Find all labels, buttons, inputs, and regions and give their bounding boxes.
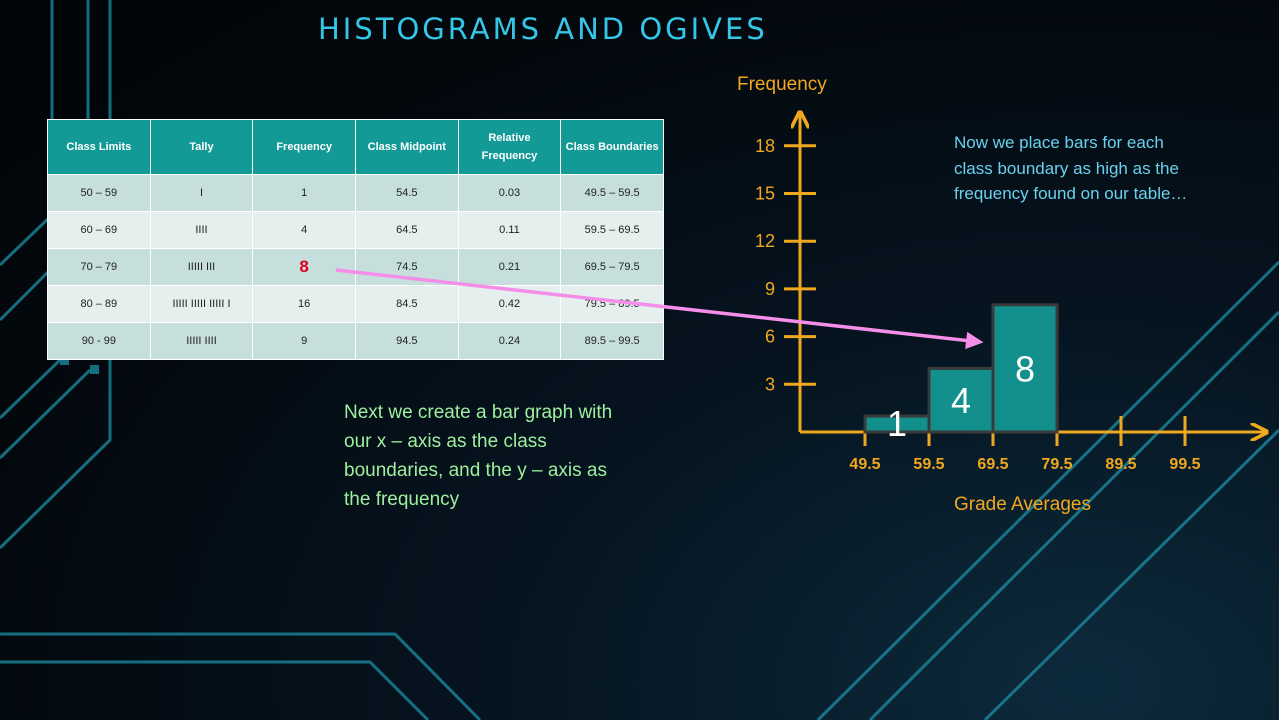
table-cell: 80 – 89 [47, 285, 151, 323]
table-cell: 70 – 79 [47, 248, 151, 286]
x-tick-label: 79.5 [1041, 456, 1072, 473]
table-cell: 4 [252, 211, 356, 249]
column-header: Frequency [252, 119, 356, 175]
column-header: Tally [149, 119, 254, 175]
table-cell: 50 – 59 [47, 174, 151, 212]
table-row: 70 – 79 IIIII III 8 74.5 0.21 69.5 – 79.… [47, 248, 664, 286]
table-row: 60 – 69 IIII 4 64.5 0.11 59.5 – 69.5 [47, 211, 664, 249]
table-cell: 89.5 – 99.5 [560, 322, 664, 360]
bar-value-label: 8 [1015, 348, 1035, 389]
x-tick-label: 69.5 [977, 456, 1008, 473]
table-cell: IIII [149, 211, 254, 249]
table-cell: 0.11 [457, 211, 562, 249]
table-row: 90 - 99 IIIII IIII 9 94.5 0.24 89.5 – 99… [47, 322, 664, 360]
annotation-arrow [335, 268, 984, 350]
y-tick-label: 15 [755, 184, 775, 204]
table-cell: 54.5 [354, 174, 459, 212]
table-cell: 59.5 – 69.5 [560, 211, 664, 249]
table-cell: 0.42 [457, 285, 562, 323]
column-header: Class Midpoint [354, 119, 459, 175]
table-header-row: Class Limits Tally Frequency Class Midpo… [47, 119, 664, 175]
table-cell: I [149, 174, 254, 212]
table-cell: 0.21 [457, 248, 562, 286]
table-row: 50 – 59 I 1 54.5 0.03 49.5 – 59.5 [47, 174, 664, 212]
table-cell: 69.5 – 79.5 [560, 248, 664, 286]
table-cell: 0.03 [457, 174, 562, 212]
table-cell: 84.5 [354, 285, 459, 323]
table-cell: 90 - 99 [47, 322, 151, 360]
bar-placement-explanation: Now we place bars for each class boundar… [954, 133, 1188, 203]
table-cell: 49.5 – 59.5 [560, 174, 664, 212]
histogram-bar [991, 303, 1059, 434]
bar-value-label: 4 [951, 380, 971, 421]
y-tick-label: 3 [765, 374, 775, 394]
y-tick-label: 12 [755, 231, 775, 251]
y-tick-label: 9 [765, 279, 775, 299]
table-cell: 9 [252, 322, 356, 360]
x-axis-title: Grade Averages [954, 494, 1091, 515]
table-cell: IIIII III [149, 248, 254, 286]
table-cell: IIIII IIIII IIIII I [149, 285, 254, 323]
x-tick-label: 89.5 [1105, 456, 1136, 473]
table-cell: IIIII IIII [149, 322, 254, 360]
table-cell: 1 [252, 174, 356, 212]
bar-graph-explanation: Next we create a bar graph with our x – … [344, 402, 613, 510]
column-header: Class Boundaries [560, 119, 664, 175]
table-cell: 60 – 69 [47, 211, 151, 249]
y-axis-title: Frequency [737, 74, 827, 95]
x-tick-label: 59.5 [913, 456, 944, 473]
table-cell: 64.5 [354, 211, 459, 249]
bar-value-label: 1 [887, 403, 907, 444]
y-tick-label: 6 [765, 327, 775, 347]
frequency-table: Class Limits Tally Frequency Class Midpo… [47, 119, 664, 360]
y-tick-label: 18 [755, 136, 775, 156]
table-cell: 94.5 [354, 322, 459, 360]
column-header: Relative Frequency [457, 119, 562, 175]
x-tick-label: 99.5 [1169, 456, 1200, 473]
x-tick-label: 49.5 [849, 456, 880, 473]
slide-title: HISTOGRAMS AND OGIVES [318, 12, 768, 46]
highlighted-frequency-cell: 8 [252, 248, 356, 286]
